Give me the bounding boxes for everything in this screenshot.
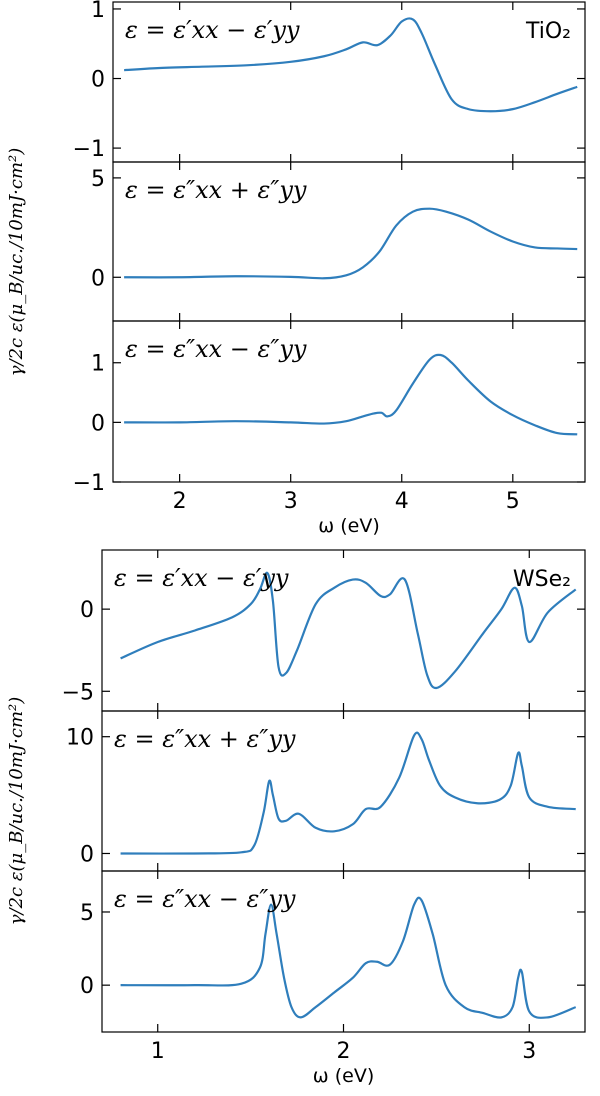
material-label: TiO₂ [525,19,571,44]
panel-label: ε = ε″xx + ε″yy [125,176,307,204]
x-tick-label: 4 [395,489,409,514]
data-line [120,896,577,1019]
x-axis-label: ω (eV) [318,515,379,537]
y-tick-label: −1 [73,471,105,496]
y-tick-label: 0 [80,842,94,867]
data-line [124,17,578,113]
x-tick-label: 3 [522,1039,536,1064]
panel-label: ε = ε″xx − ε″yy [125,335,307,363]
data-line [120,571,577,690]
y-tick-label: −1 [73,137,105,162]
panel-label: ε = ε′xx − ε′yy [125,16,300,44]
y-tick-label: 0 [91,68,105,93]
panel-label: ε = ε″xx − ε″yy [114,885,296,913]
panel-label: ε = ε″xx + ε″yy [114,725,296,753]
panel-2-1: −5 0 ε = ε′xx − ε′yy WSe₂ [62,549,586,712]
y-tick-label: −5 [62,680,94,705]
material-label: WSe₂ [513,567,571,592]
data-line [124,207,578,280]
x-tick-label: 5 [506,489,520,514]
panel-label: ε = ε′xx − ε′yy [114,564,289,592]
y-axis-label: γ/2c ε(μ_B/uc./10mJ·cm²) [6,697,27,926]
x-tick-label: 1 [151,1039,165,1064]
x-tick-label: 3 [284,489,298,514]
y-tick-label: 1 [91,352,105,377]
y-axis-label: γ/2c ε(μ_B/uc./10mJ·cm²) [6,148,27,377]
y-tick-label: 0 [80,974,94,999]
figure-1: −1 0 1 ε = ε′xx − ε′yy TiO₂ 0 5 ε = ε″xx + ε″yy… [6,0,586,537]
y-tick-label: 5 [80,901,94,926]
data-line [124,353,578,436]
panel-frame [112,320,586,483]
data-line [120,731,576,855]
y-tick-label: 0 [80,598,94,623]
x-tick-label: 2 [173,489,187,514]
y-tick-label: 0 [91,411,105,436]
panel-2-3: 0 5 ε = ε″xx − ε″yy [80,870,586,1033]
panel-1-3: −1 0 1 ε = ε″xx − ε″yy [73,320,586,496]
y-tick-label: 5 [91,167,105,192]
panel-1-1: −1 0 1 ε = ε′xx − ε′yy TiO₂ [73,0,586,163]
panel-1-2: 0 5 ε = ε″xx + ε″yy [91,161,586,322]
y-tick-label: 1 [91,0,105,23]
x-tick-label: 2 [337,1039,351,1064]
x-axis-label: ω (eV) [313,1065,374,1087]
y-tick-label: 10 [66,726,94,751]
y-tick-label: 0 [91,266,105,291]
panel-2-2: 0 10 ε = ε″xx + ε″yy [66,710,586,872]
